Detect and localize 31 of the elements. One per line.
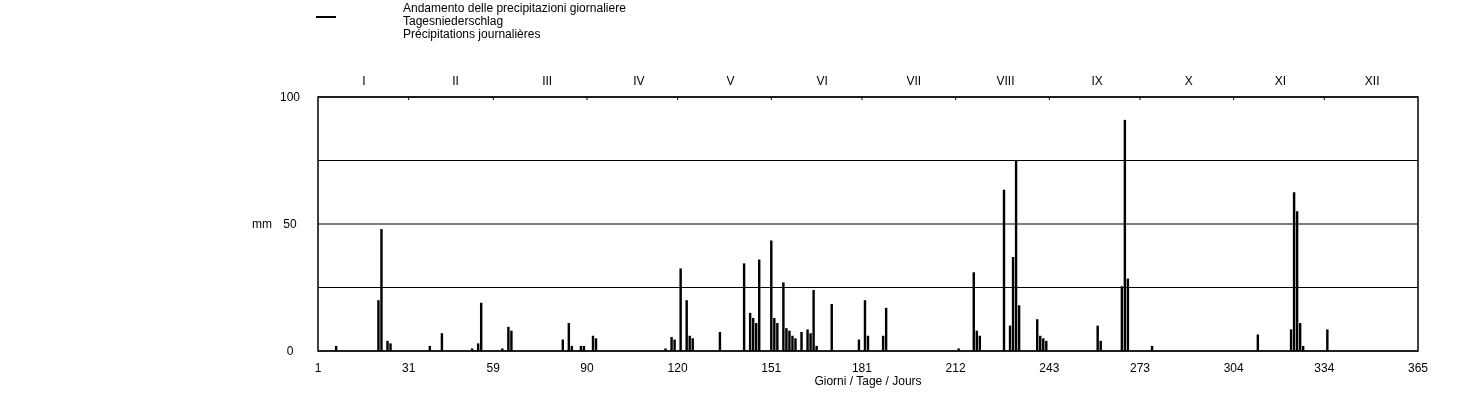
text: X bbox=[1184, 74, 1193, 88]
text: IX bbox=[1091, 74, 1103, 88]
x-tick-label: 120 bbox=[667, 361, 688, 375]
x-tick-label: 151 bbox=[761, 361, 782, 375]
x-tick-label: 365 bbox=[1407, 361, 1429, 375]
x-tick-label: 304 bbox=[1223, 361, 1244, 375]
y-tick-label: 50 bbox=[283, 217, 297, 232]
x-tick-label: 31 bbox=[401, 361, 416, 375]
x-tick-label: 273 bbox=[1129, 361, 1151, 375]
x-tick-label: 1 bbox=[314, 361, 322, 375]
x-tick-label: 59 bbox=[486, 361, 501, 375]
text: II bbox=[452, 74, 459, 88]
text: V bbox=[726, 74, 735, 88]
text: VIII bbox=[996, 74, 1015, 88]
x-tick-label: 334 bbox=[1314, 361, 1335, 375]
text: IV bbox=[633, 74, 645, 88]
x-tick-label: 90 bbox=[580, 361, 594, 375]
y-tick-label: 0 bbox=[286, 344, 294, 359]
x-tick-label: 243 bbox=[1039, 361, 1060, 375]
y-tick-label: 100 bbox=[279, 90, 301, 105]
text: I bbox=[362, 74, 366, 88]
x-tick-label: 181 bbox=[851, 361, 873, 375]
text: VII bbox=[906, 74, 922, 88]
text: VI bbox=[816, 74, 828, 88]
x-tick-label: 212 bbox=[945, 361, 966, 375]
y-axis-title: mm bbox=[252, 217, 272, 232]
x-axis-title: Giorni / Tage / Jours bbox=[814, 374, 922, 388]
text: XI bbox=[1274, 74, 1287, 88]
text: III bbox=[542, 74, 553, 88]
text: Andamento delle precipitazioni giornaliere Tagesniederschlag Précipitations journalières bbox=[403, 1, 627, 41]
text: XII bbox=[1364, 74, 1380, 88]
